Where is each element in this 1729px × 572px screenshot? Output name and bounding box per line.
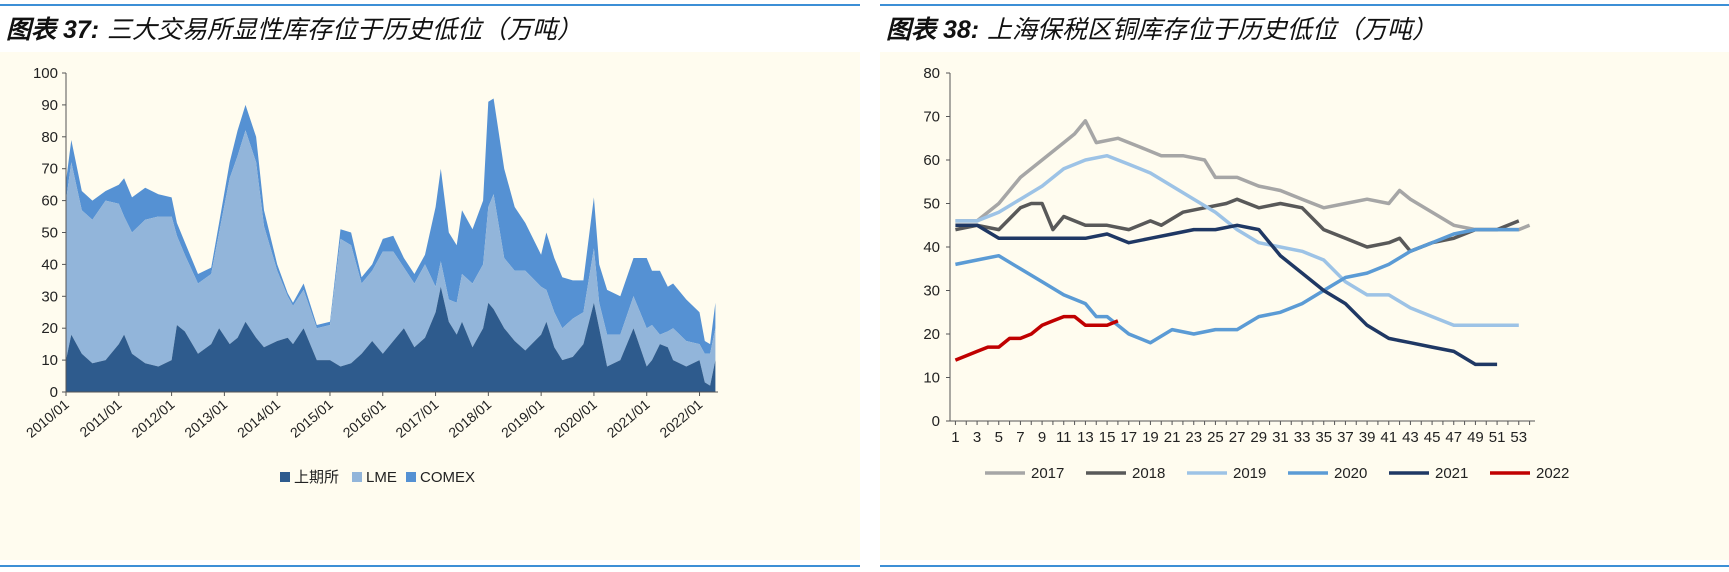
x-tick-label: 7 (1016, 429, 1024, 446)
y-tick-label: 80 (923, 65, 940, 82)
x-tick-label: 37 (1337, 429, 1354, 446)
figure-37: 图表 37: 三大交易所显性库存位于历史低位（万吨） 0 10 20 30 40 50 60… (0, 0, 860, 572)
x-tick-label: 2012/01 (128, 396, 177, 441)
x-tick-label: 53 (1510, 429, 1527, 446)
series-line-2017 (955, 119, 1531, 232)
legend-label: 2020 (1334, 465, 1367, 482)
figure-38-title: 图表 38: 上海保税区铜库存位于历史低位（万吨） (886, 10, 1437, 46)
top-rule (880, 4, 1729, 6)
x-tick-label: 2018/01 (445, 396, 494, 441)
y-tick-label: 0 (50, 384, 58, 401)
plot-area-38 (880, 52, 1729, 560)
y-tick-label: 30 (41, 288, 58, 305)
y-tick-label: 50 (41, 225, 58, 242)
series-line-2022 (954, 314, 1119, 362)
x-tick-label: 21 (1164, 429, 1181, 446)
x-tick-label: 29 (1250, 429, 1267, 446)
stacked-area-chart: 0 10 20 30 40 50 60 70 80 90 100 2010/01 2011/01 2012… (23, 65, 718, 486)
y-tick-label: 40 (923, 239, 940, 256)
x-tick-label: 2016/01 (340, 396, 389, 441)
x-tick-label: 17 (1120, 429, 1137, 446)
legend-label: 2021 (1435, 465, 1468, 482)
y-tick-label: 20 (923, 326, 940, 343)
y-tick-label: 20 (41, 320, 58, 337)
figure-38-title-text: 上海保税区铜库存位于历史低位（万吨） (987, 15, 1438, 44)
x-tick-label: 2011/01 (76, 396, 124, 440)
y-tick-label: 10 (41, 352, 58, 369)
figure-37-title-text: 三大交易所显性库存位于历史低位（万吨） (107, 15, 583, 44)
x-tick-label: 27 (1229, 429, 1246, 446)
figure-38-label: 图表 38: (886, 16, 980, 44)
bottom-rule (0, 565, 860, 567)
x-tick-label: 19 (1142, 429, 1159, 446)
x-tick-label: 51 (1489, 429, 1506, 446)
lme-area (66, 130, 716, 386)
x-tick-label: 9 (1038, 429, 1046, 446)
series-line-2019 (955, 153, 1519, 328)
legend-label: 上期所 (294, 469, 339, 486)
legend-label: COMEX (420, 469, 475, 486)
bottom-rule (880, 565, 1729, 567)
x-tick-label: 49 (1467, 429, 1484, 446)
series-line-2021 (955, 223, 1498, 367)
legend-swatch (352, 472, 362, 482)
x-tick-label: 2015/01 (287, 396, 336, 441)
y-tick-label: 60 (923, 152, 940, 169)
y-tick-label: 70 (923, 109, 940, 126)
legend-label: 2018 (1132, 465, 1165, 482)
y-tick-label: 10 (923, 370, 940, 387)
x-tick-label: 41 (1380, 429, 1397, 446)
y-tick-label: 30 (923, 283, 940, 300)
x-tick-label: 2020/01 (551, 396, 600, 441)
series-line-2020 (955, 227, 1519, 345)
x-tick-label: 2021/01 (604, 396, 653, 441)
x-tick-label: 15 (1099, 429, 1116, 446)
x-tick-label: 1 (951, 429, 959, 446)
y-tick-label: 100 (33, 65, 58, 82)
x-tick-label: 5 (995, 429, 1003, 446)
legend-label: LME (366, 469, 397, 486)
x-tick-label: 33 (1294, 429, 1311, 446)
x-tick-label: 2017/01 (392, 396, 441, 441)
y-tick-label: 60 (41, 193, 58, 210)
y-tick-label: 80 (41, 129, 58, 146)
x-tick-label: 43 (1402, 429, 1419, 446)
x-tick-label: 2013/01 (181, 396, 230, 441)
figure-37-title: 图表 37: 三大交易所显性库存位于历史低位（万吨） (6, 10, 582, 46)
x-tick-label: 25 (1207, 429, 1224, 446)
x-tick-label: 2014/01 (234, 396, 283, 441)
y-tick-label: 50 (923, 196, 940, 213)
figure-38: 图表 38: 上海保税区铜库存位于历史低位（万吨） 0 10 20 30 40 50 60 7… (880, 0, 1729, 572)
legend-label: 2017 (1031, 465, 1064, 482)
legend-label: 2019 (1233, 465, 1266, 482)
x-tick-label: 2022/01 (656, 396, 705, 441)
x-tick-label: 2019/01 (498, 396, 547, 441)
shfe-area (66, 286, 716, 392)
legend-label: 2022 (1536, 465, 1569, 482)
top-rule (0, 4, 860, 6)
x-tick-label: 31 (1272, 429, 1289, 446)
x-tick-label: 13 (1077, 429, 1094, 446)
x-tick-label: 35 (1315, 429, 1332, 446)
legend-swatch (280, 472, 290, 482)
x-tick-label: 39 (1359, 429, 1376, 446)
y-tick-label: 0 (932, 413, 940, 430)
figure-37-label: 图表 37: (6, 16, 100, 44)
x-tick-label: 11 (1056, 429, 1072, 446)
x-tick-label: 23 (1185, 429, 1202, 446)
comex-area (66, 98, 716, 354)
x-tick-label: 2010/01 (23, 396, 72, 441)
y-tick-label: 90 (41, 97, 58, 114)
legend-swatch (406, 472, 416, 482)
x-tick-label: 47 (1445, 429, 1462, 446)
y-tick-label: 70 (41, 161, 58, 178)
x-tick-label: 45 (1424, 429, 1441, 446)
x-tick-label: 3 (973, 429, 981, 446)
y-tick-label: 40 (41, 256, 58, 273)
